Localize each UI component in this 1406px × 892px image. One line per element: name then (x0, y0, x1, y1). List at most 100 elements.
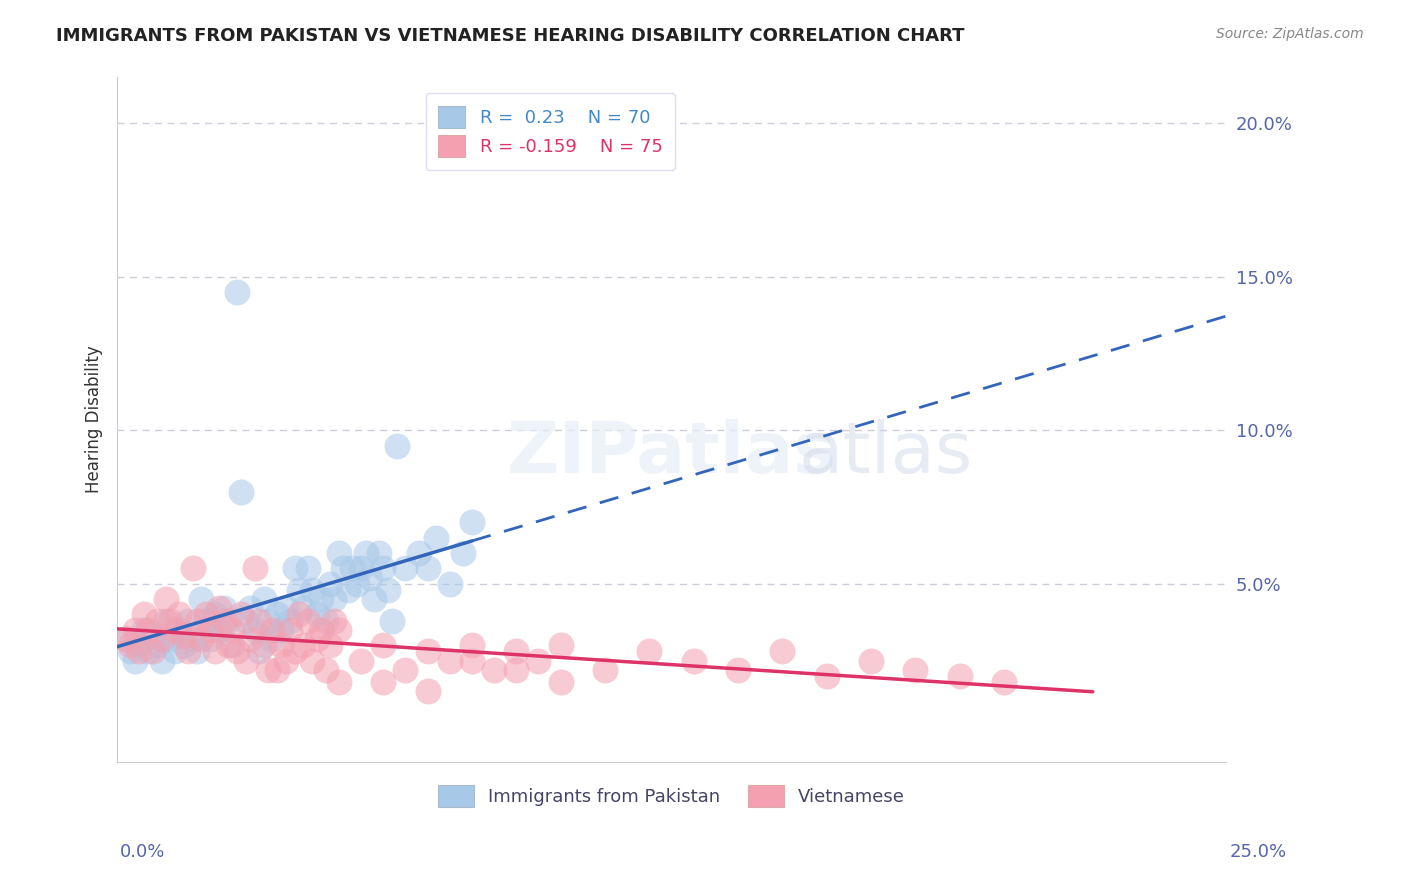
Point (505, 644, 527, 658)
Point (200, 623, 222, 637)
Point (235, 614, 257, 628)
Point (132, 607, 155, 622)
Point (309, 592, 332, 607)
Point (416, 644, 439, 658)
Point (150, 632, 173, 646)
Point (200, 632, 222, 646)
Point (169, 623, 191, 637)
Point (328, 675, 350, 690)
Point (257, 663, 280, 677)
Text: IMMIGRANTS FROM PAKISTAN VS VIETNAMESE HEARING DISABILITY CORRELATION CHART: IMMIGRANTS FROM PAKISTAN VS VIETNAMESE H… (56, 27, 965, 45)
Text: atlas: atlas (799, 419, 973, 488)
Point (550, 638, 572, 652)
Point (181, 561, 204, 575)
Point (173, 629, 195, 643)
Point (186, 614, 208, 628)
Point (146, 638, 169, 652)
Point (394, 561, 416, 575)
Point (204, 644, 226, 658)
Point (439, 576, 461, 591)
Point (136, 623, 159, 637)
Point (527, 653, 550, 667)
Point (305, 632, 328, 646)
Point (323, 592, 346, 607)
Point (190, 592, 212, 607)
Point (461, 653, 484, 667)
Point (336, 582, 359, 597)
Point (451, 546, 474, 560)
Point (461, 516, 484, 530)
Point (169, 607, 191, 622)
Point (319, 638, 342, 652)
Point (350, 561, 373, 575)
Point (346, 576, 368, 591)
Point (904, 663, 927, 677)
Point (262, 623, 284, 637)
Point (247, 644, 270, 658)
Point (239, 601, 262, 615)
Point (243, 561, 266, 575)
Point (363, 592, 385, 607)
Point (208, 601, 231, 615)
Point (212, 601, 235, 615)
Point (208, 623, 231, 637)
Point (993, 675, 1015, 690)
Point (815, 669, 838, 683)
Point (373, 675, 395, 690)
Point (181, 632, 204, 646)
Point (373, 561, 395, 575)
Point (212, 614, 235, 628)
Point (142, 644, 165, 658)
Point (377, 582, 399, 597)
Point (132, 623, 155, 637)
Point (115, 632, 138, 646)
Point (682, 653, 704, 667)
Point (266, 607, 288, 622)
Point (194, 607, 217, 622)
Text: 25.0%: 25.0% (1229, 843, 1286, 861)
Point (262, 632, 284, 646)
Point (949, 669, 972, 683)
Point (136, 644, 159, 658)
Point (252, 638, 274, 652)
Point (297, 614, 319, 628)
Point (155, 614, 177, 628)
Point (288, 582, 311, 597)
Point (359, 571, 381, 585)
Point (309, 623, 332, 637)
Point (315, 663, 337, 677)
Point (247, 614, 270, 628)
Point (204, 607, 226, 622)
Legend: Immigrants from Pakistan, Vietnamese: Immigrants from Pakistan, Vietnamese (430, 778, 912, 814)
Point (328, 546, 350, 560)
Point (221, 623, 243, 637)
Point (120, 644, 142, 658)
Point (270, 623, 292, 637)
Point (727, 663, 749, 677)
Point (150, 653, 173, 667)
Point (354, 546, 377, 560)
Point (638, 644, 661, 658)
Point (416, 561, 439, 575)
Point (305, 607, 328, 622)
Point (416, 684, 439, 698)
Point (231, 607, 253, 622)
Point (461, 638, 484, 652)
Point (142, 629, 165, 643)
Point (252, 592, 274, 607)
Point (226, 644, 249, 658)
Point (115, 632, 138, 646)
Point (292, 638, 315, 652)
Point (385, 439, 408, 453)
Point (177, 614, 200, 628)
Point (217, 614, 239, 628)
Point (284, 644, 307, 658)
Point (315, 614, 337, 628)
Text: 0.0%: 0.0% (120, 843, 165, 861)
Point (505, 663, 527, 677)
Point (593, 663, 616, 677)
Point (328, 623, 350, 637)
Point (190, 632, 212, 646)
Point (120, 638, 142, 652)
Point (217, 638, 239, 652)
